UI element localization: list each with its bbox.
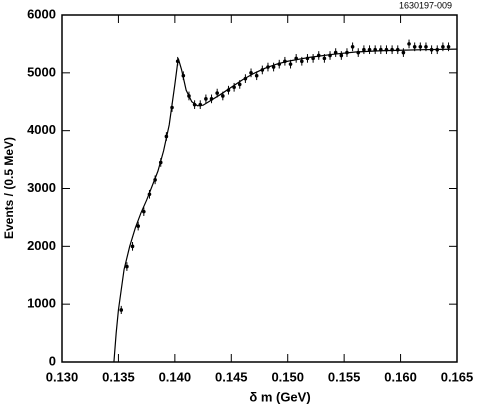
- data-point: [221, 94, 225, 98]
- data-point: [153, 178, 157, 182]
- data-point: [446, 45, 451, 49]
- x-tick-label: 0.160: [384, 369, 417, 384]
- data-point: [175, 59, 180, 64]
- data-point: [418, 45, 423, 49]
- data-point: [390, 47, 394, 52]
- x-tick-label: 0.155: [328, 369, 361, 384]
- x-tick-label: 0.165: [441, 369, 474, 384]
- data-point: [316, 53, 321, 58]
- data-point: [435, 47, 440, 52]
- y-tick-label: 1000: [27, 296, 56, 311]
- data-point: [209, 97, 214, 101]
- data-point: [119, 308, 124, 312]
- data-point: [142, 209, 146, 214]
- data-point: [429, 47, 434, 52]
- data-point: [237, 82, 242, 87]
- data-point: [158, 160, 163, 165]
- y-tick-label: 4000: [27, 122, 56, 137]
- data-point: [164, 134, 169, 139]
- data-point: [328, 53, 332, 58]
- data-point: [412, 45, 417, 49]
- data-point: [147, 192, 152, 197]
- fit-curve: [113, 48, 458, 363]
- data-point: [243, 76, 248, 81]
- data-point: [345, 50, 349, 55]
- x-axis-label: δ m (GeV): [249, 389, 310, 404]
- data-point: [294, 56, 298, 61]
- x-tick-label: 0.150: [271, 369, 304, 384]
- data-point: [305, 56, 310, 61]
- data-point: [333, 50, 338, 55]
- y-tick-label: 6000: [27, 6, 56, 21]
- data-point: [187, 94, 191, 98]
- data-point: [198, 102, 203, 107]
- figure-code: 1630197-009: [399, 0, 452, 10]
- data-point: [254, 73, 259, 78]
- data-point: [266, 65, 270, 69]
- y-tick-label: 0: [49, 353, 56, 368]
- data-point: [249, 71, 253, 75]
- y-axis-label: Events / (0.5 MeV): [2, 137, 16, 239]
- data-point: [373, 47, 377, 52]
- data-point: [277, 62, 282, 66]
- data-point: [407, 42, 411, 46]
- data-point: [215, 91, 219, 95]
- data-point: [356, 50, 361, 55]
- data-point: [232, 85, 236, 90]
- data-point: [350, 45, 355, 49]
- data-point: [170, 105, 174, 110]
- data-point: [300, 59, 304, 64]
- data-point: [260, 68, 265, 72]
- data-point: [384, 47, 389, 52]
- data-point: [441, 45, 445, 49]
- data-point: [136, 224, 140, 228]
- data-point: [367, 47, 372, 52]
- x-tick-label: 0.145: [215, 369, 248, 384]
- data-point: [226, 88, 231, 92]
- data-point: [379, 47, 383, 52]
- y-tick-label: 3000: [27, 180, 56, 195]
- x-tick-label: 0.130: [46, 369, 79, 384]
- data-point: [288, 62, 293, 66]
- data-point: [130, 244, 135, 249]
- data-point: [401, 50, 406, 55]
- data-point: [322, 56, 327, 61]
- data-point: [395, 47, 400, 52]
- data-point: [424, 45, 428, 49]
- data-point: [192, 102, 197, 107]
- data-point: [181, 73, 186, 78]
- data-point: [125, 264, 129, 269]
- data-point: [339, 53, 344, 58]
- data-point: [311, 56, 315, 61]
- data-point: [271, 65, 276, 69]
- data-point: [204, 97, 208, 101]
- x-tick-label: 0.140: [159, 369, 192, 384]
- y-tick-label: 2000: [27, 238, 56, 253]
- y-tick-label: 5000: [27, 64, 56, 79]
- data-point: [362, 47, 366, 52]
- x-tick-label: 0.135: [102, 369, 135, 384]
- data-point: [283, 59, 287, 64]
